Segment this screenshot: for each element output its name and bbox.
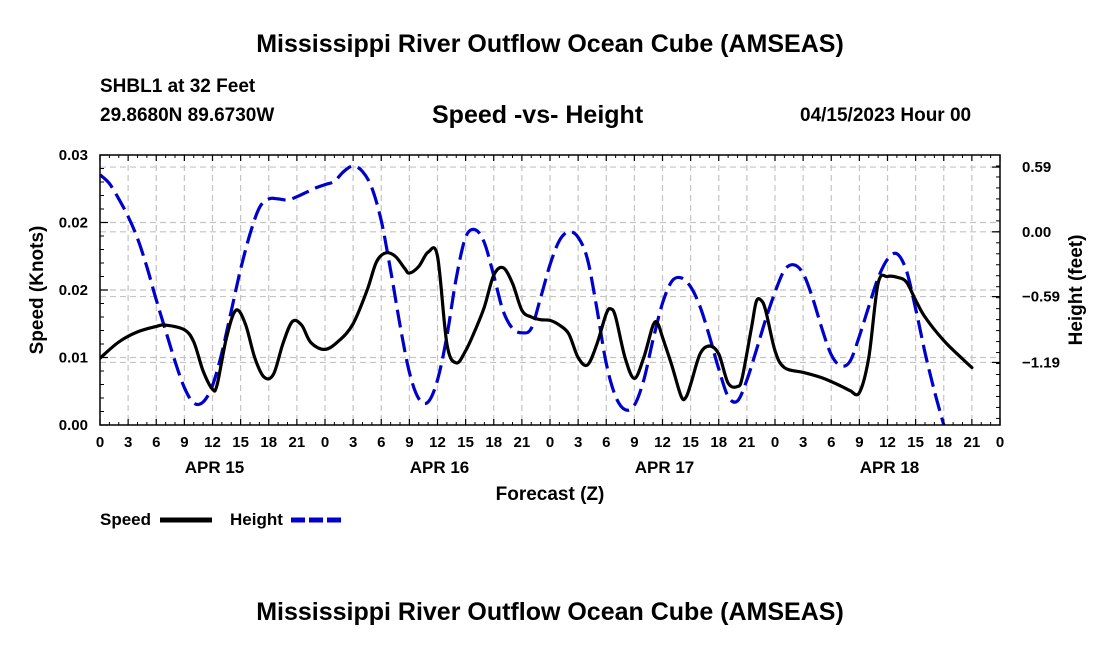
footer-title: Mississippi River Outflow Ocean Cube (AM… [256,598,844,626]
chart-subtitle: Speed -vs- Height [432,101,644,129]
x-tick-label: 18 [710,434,727,451]
y-left-tick-label: 0.00 [59,417,88,434]
x-tick-label: 9 [180,434,188,451]
x-tick-label: 15 [457,434,474,451]
coordinates-label: 29.8680N 89.6730W [100,105,275,126]
legend-height-label: Height [230,510,283,529]
x-tick-label: 6 [152,434,160,451]
x-tick-label: 15 [232,434,249,451]
x-tick-label: 3 [349,434,357,451]
x-tick-label: 12 [204,434,221,451]
y-right-tick-label: 0.00 [1022,224,1051,241]
y-right-tick-label: 0.59 [1022,159,1051,176]
y-left-tick-label: 0.02 [59,215,88,232]
x-tick-label: 6 [602,434,610,451]
legend: Speed Height [100,510,343,529]
x-tick-label: 3 [799,434,807,451]
y-axis-left-label: Speed (Knots) [27,226,48,355]
x-tick-label: 0 [546,434,554,451]
series-layer [100,164,974,425]
x-tick-label: 21 [514,434,531,451]
x-tick-label: 6 [377,434,385,451]
chart-title: Mississippi River Outflow Ocean Cube (AM… [256,30,844,58]
x-tick-label: 9 [630,434,638,451]
x-tick-label: 3 [124,434,132,451]
x-tick-label: 9 [405,434,413,451]
height-series-line [100,164,946,425]
y-right-tick-label: −0.59 [1022,289,1060,306]
x-tick-label: 0 [321,434,329,451]
legend-speed-label: Speed [100,510,151,529]
day-label: APR 17 [635,458,695,477]
x-axis-label: Forecast (Z) [496,484,605,505]
x-tick-label: 12 [879,434,896,451]
y-left-tick-label: 0.03 [59,147,88,164]
x-tick-label: 9 [855,434,863,451]
speed-series-line [100,246,974,402]
x-tick-label: 18 [260,434,277,451]
day-label: APR 18 [860,458,920,477]
x-tick-label: 3 [574,434,582,451]
station-label: SHBL1 at 32 Feet [100,76,256,97]
y-left-tick-label: 0.02 [59,282,88,299]
x-tick-label: 12 [429,434,446,451]
x-tick-label: 0 [96,434,104,451]
x-tick-label: 21 [739,434,756,451]
x-tick-label: 6 [827,434,835,451]
y-right-tick-label: −1.19 [1022,354,1060,371]
x-tick-label: 15 [682,434,699,451]
x-tick-label: 0 [996,434,1004,451]
x-tick-label: 21 [289,434,306,451]
day-label: APR 15 [185,458,245,477]
y-axis-right-label: Height (feet) [1066,235,1087,346]
x-tick-label: 0 [771,434,779,451]
axes: 0 3 6 9 12 15 18 21 0 3 6 9 12 15 18 21 0 3 6 9 12 15 18 21 0 3 6 9… [59,147,1060,477]
x-tick-label: 21 [964,434,981,451]
x-tick-label: 18 [935,434,952,451]
x-tick-label: 18 [485,434,502,451]
forecast-datetime: 04/15/2023 Hour 00 [800,105,972,126]
x-tick-label: 15 [907,434,924,451]
y-left-tick-label: 0.01 [59,350,88,367]
x-tick-label: 12 [654,434,671,451]
day-label: APR 16 [410,458,470,477]
